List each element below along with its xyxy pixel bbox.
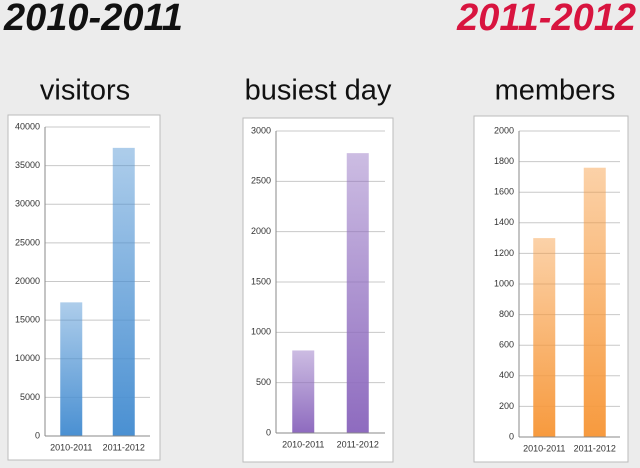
bar [583,167,606,437]
bar [60,302,83,436]
y-tick-label: 500 [256,377,271,387]
x-tick-label: 2010-2011 [523,443,565,453]
header-right: 2011-2012 [456,0,636,39]
y-tick-label: 800 [499,309,514,319]
x-tick-label: 2011-2012 [103,442,145,452]
y-tick-label: 20000 [15,276,40,286]
bar [292,350,315,433]
y-tick-label: 2000 [494,125,514,135]
bar [533,238,556,437]
x-tick-label: 2010-2011 [50,442,92,452]
y-tick-label: 35000 [15,160,40,170]
y-tick-label: 1000 [494,278,514,288]
y-tick-label: 25000 [15,237,40,247]
y-tick-label: 1200 [494,248,514,258]
header-left: 2010-2011 [3,0,183,39]
y-tick-label: 3000 [251,125,271,135]
y-tick-label: 1000 [251,327,271,337]
y-tick-label: 10000 [15,353,40,363]
x-tick-label: 2010-2011 [282,439,324,449]
y-tick-label: 1400 [494,217,514,227]
y-tick-label: 1800 [494,156,514,166]
y-tick-label: 0 [266,427,271,437]
y-tick-label: 15000 [15,315,40,325]
y-tick-label: 2000 [251,226,271,236]
y-tick-label: 600 [499,340,514,350]
chart-title: busiest day [245,75,392,107]
chart-title: visitors [40,75,130,107]
y-tick-label: 1500 [251,276,271,286]
chart-title: members [495,75,616,107]
y-tick-label: 0 [509,431,514,441]
y-tick-label: 200 [499,401,514,411]
chart-frame [242,117,394,463]
y-tick-label: 0 [35,430,40,440]
y-tick-label: 2500 [251,176,271,186]
bar [112,147,135,437]
y-tick-label: 30000 [15,199,40,209]
x-tick-label: 2011-2012 [337,439,379,449]
bar [346,153,369,433]
y-tick-label: 1600 [494,187,514,197]
y-tick-label: 40000 [15,121,40,131]
y-tick-label: 400 [499,370,514,380]
x-tick-label: 2011-2012 [574,443,616,453]
y-tick-label: 5000 [20,392,40,402]
